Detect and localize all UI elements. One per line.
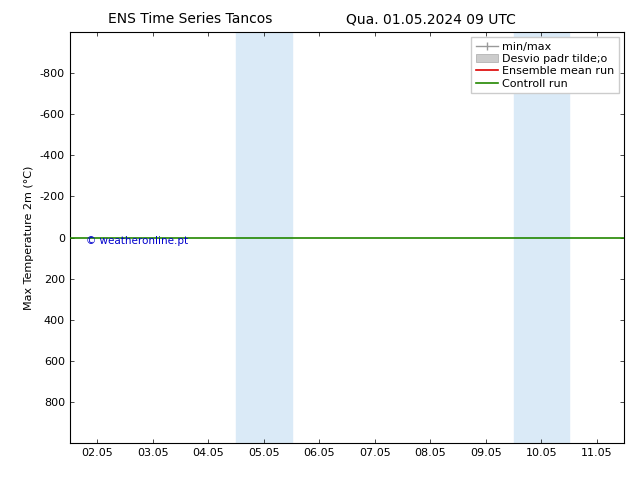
Text: Qua. 01.05.2024 09 UTC: Qua. 01.05.2024 09 UTC [346, 12, 516, 26]
Text: ENS Time Series Tancos: ENS Time Series Tancos [108, 12, 273, 26]
Bar [514, 32, 569, 443]
Bar [236, 32, 292, 443]
Text: © weatheronline.pt: © weatheronline.pt [86, 236, 188, 245]
Legend: min/max, Desvio padr tilde;o, Ensemble mean run, Controll run: min/max, Desvio padr tilde;o, Ensemble m… [471, 37, 619, 93]
Y-axis label: Max Temperature 2m (°C): Max Temperature 2m (°C) [24, 166, 34, 310]
